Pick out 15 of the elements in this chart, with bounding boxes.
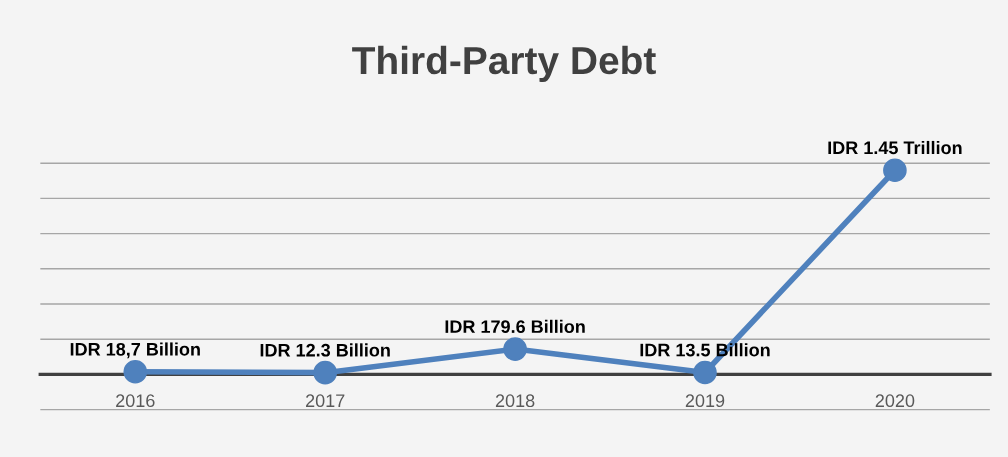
point xyxy=(503,337,527,361)
x-tick-label: 2019 xyxy=(685,394,725,408)
point xyxy=(123,359,148,384)
data-label: IDR 1.45 Trillion xyxy=(828,140,962,155)
data-label: IDR 18,7 Billion xyxy=(70,342,200,359)
x-tick-label: 2017 xyxy=(306,394,345,408)
chart-title: Third-Party Debt xyxy=(352,45,656,82)
data-label: IDR 12.3 Billion xyxy=(260,343,390,357)
point xyxy=(883,158,907,183)
x-tick-label: 2020 xyxy=(875,394,915,408)
data-label: IDR 179.6 Billion xyxy=(445,319,585,334)
x-tick-label: 2018 xyxy=(495,394,535,408)
point xyxy=(313,360,337,385)
x-tick-label: 2016 xyxy=(116,394,155,408)
point xyxy=(693,360,717,385)
